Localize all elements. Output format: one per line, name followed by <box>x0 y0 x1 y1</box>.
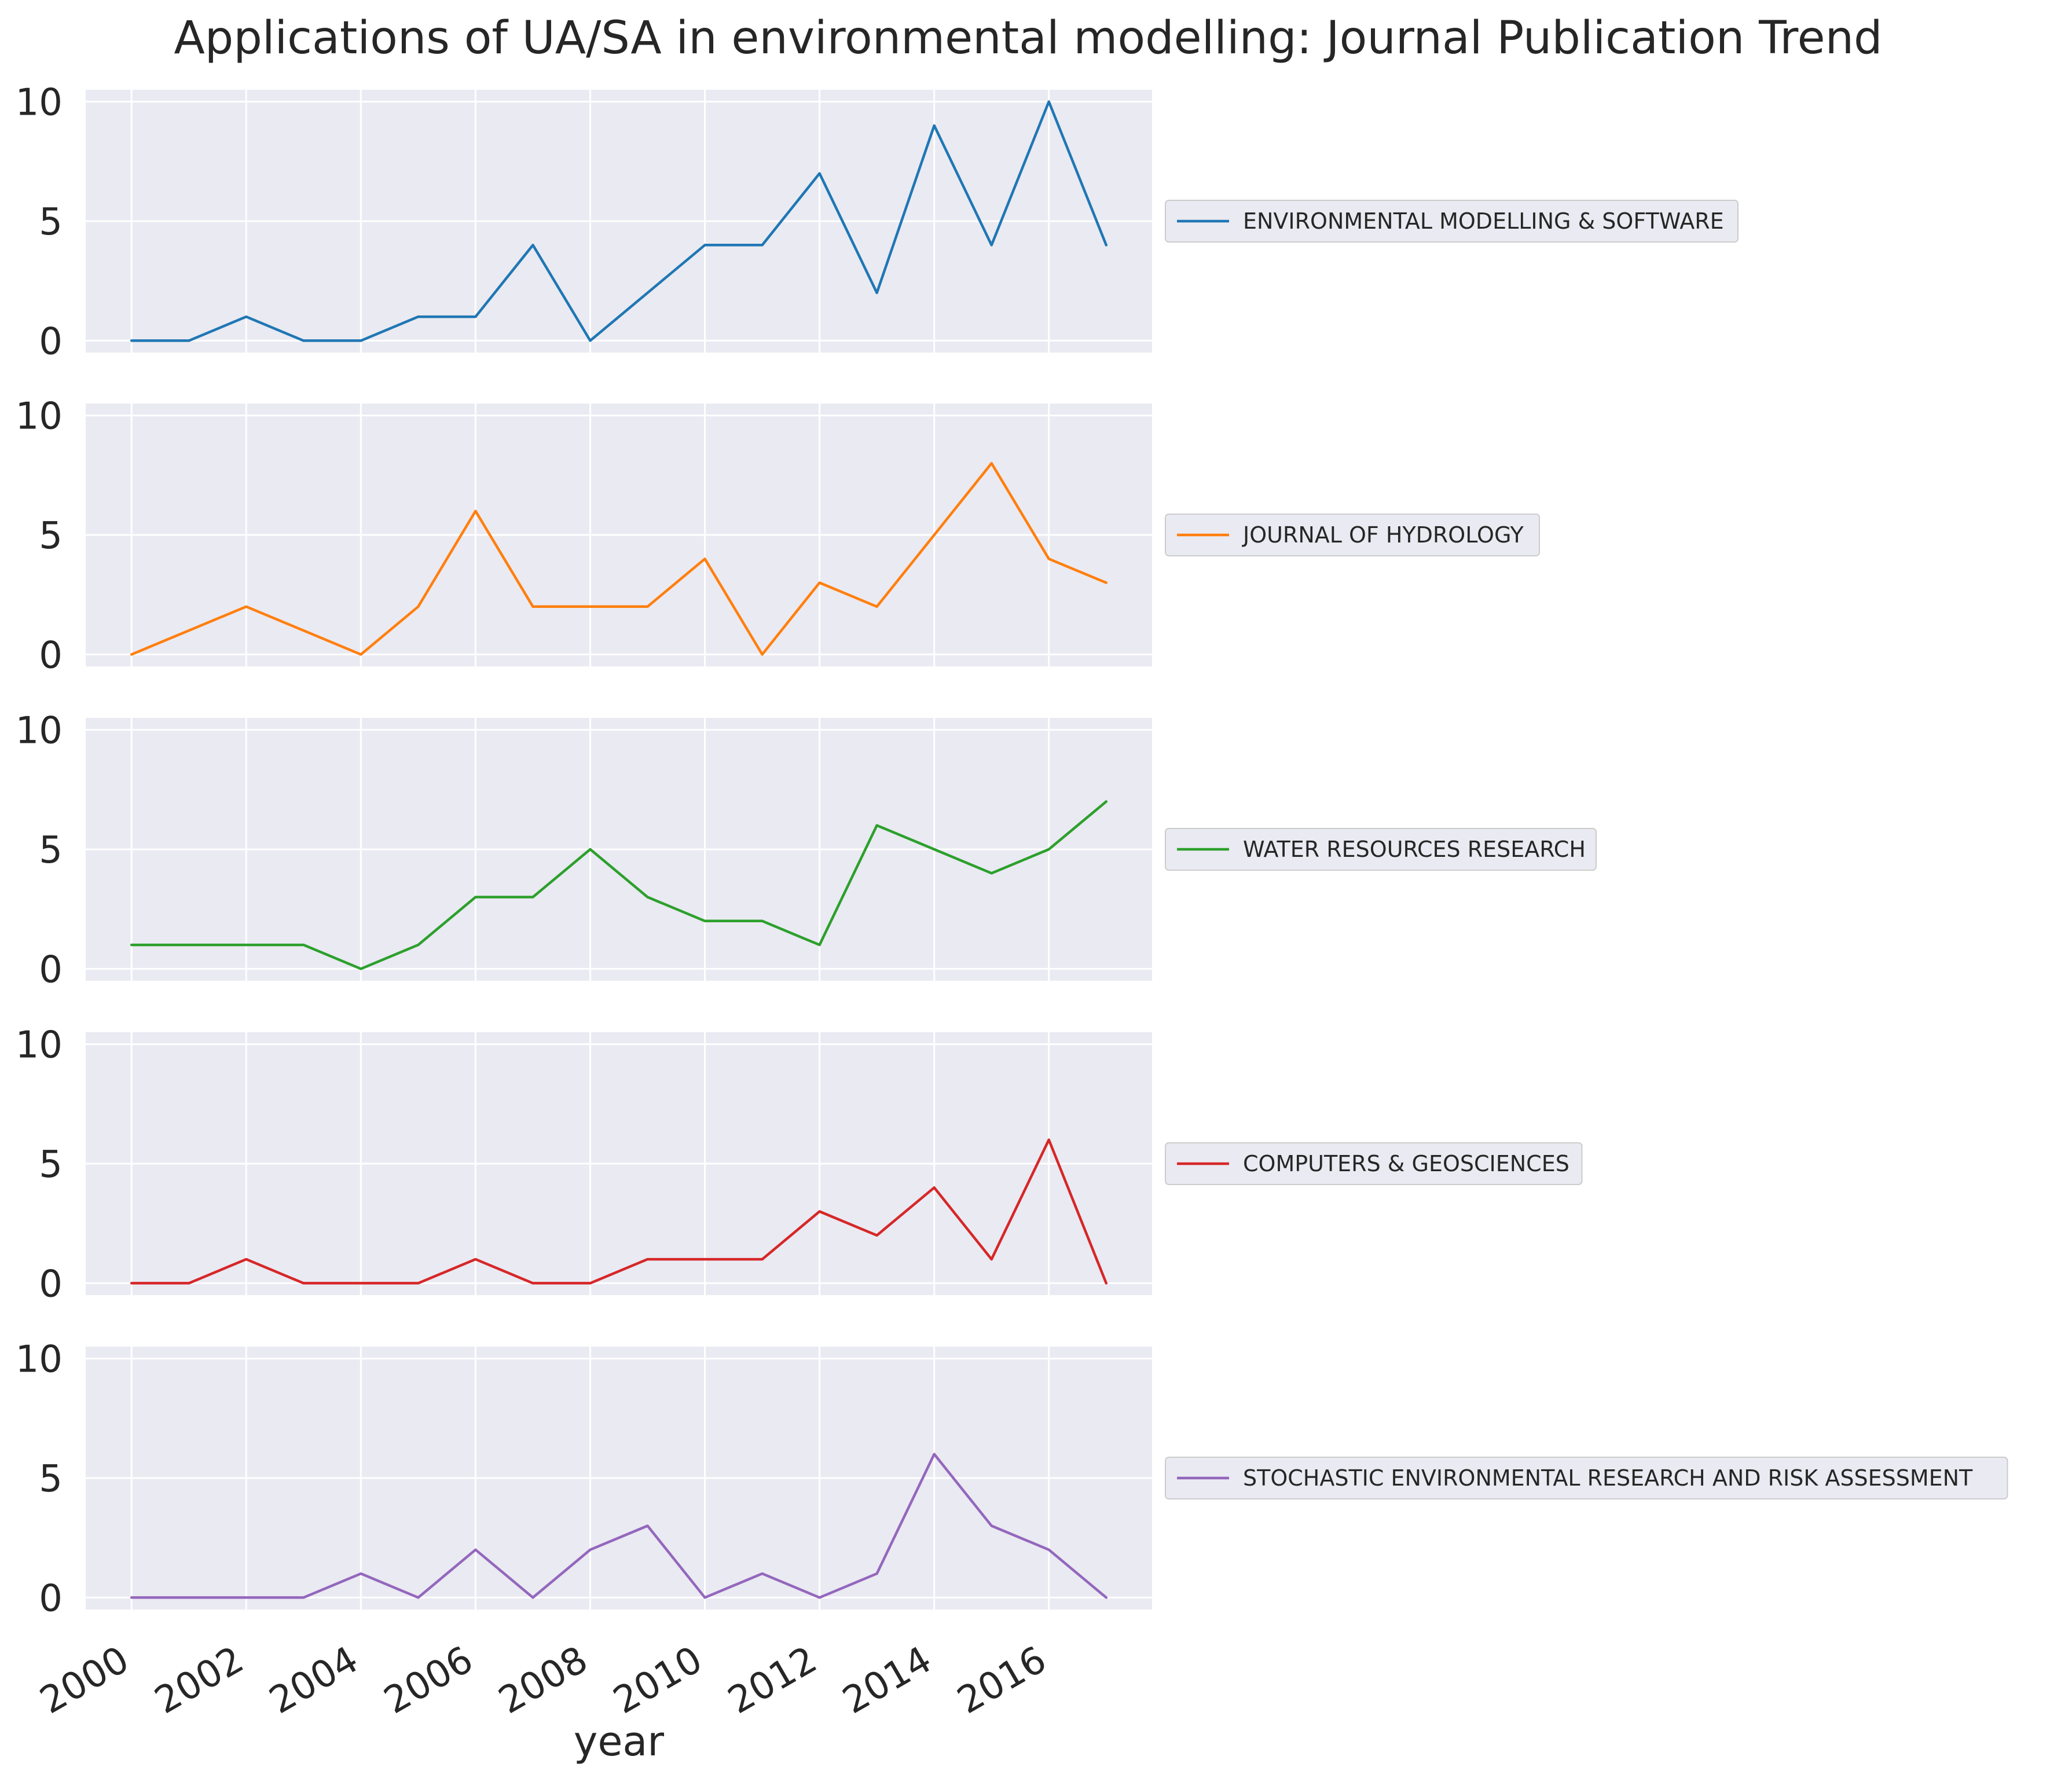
legend-label: COMPUTERS & GEOSCIENCES <box>1243 1151 1569 1176</box>
panel-4: 0 5 10 COMPUTERS & GEOSCIENCES <box>16 1024 1583 1306</box>
chart-title: Applications of UA/SA in environmental m… <box>174 12 1882 64</box>
legend: STOCHASTIC ENVIRONMENTAL RESEARCH AND RI… <box>1165 1457 2008 1499</box>
legend-label: STOCHASTIC ENVIRONMENTAL RESEARCH AND RI… <box>1243 1465 1973 1491</box>
y-tick-label: 10 <box>16 1024 63 1067</box>
panel-5: 0 5 10 STOCHASTIC ENVIRONMENTAL RESEARCH AN… <box>16 1339 2008 1620</box>
y-tick-label: 10 <box>16 82 63 124</box>
series-line <box>130 461 1108 656</box>
y-tick-label: 5 <box>39 201 63 244</box>
y-tick-label: 10 <box>16 395 63 438</box>
y-tick-label: 0 <box>39 320 63 363</box>
legend-box <box>1165 828 1597 871</box>
legend-box <box>1165 1142 1583 1185</box>
legend: WATER RESOURCES RESEARCH <box>1165 828 1597 871</box>
series-line <box>130 100 1108 342</box>
legend: JOURNAL OF HYDROLOGY <box>1165 514 1540 556</box>
panel-2: 0 5 10 JOURNAL OF HYDROLOGY <box>16 395 1540 677</box>
y-tick-label: 0 <box>39 1263 63 1306</box>
y-tick-label: 0 <box>39 948 63 991</box>
y-tick-label: 0 <box>39 1577 63 1620</box>
series-line <box>130 800 1108 970</box>
legend-label: JOURNAL OF HYDROLOGY <box>1242 522 1524 548</box>
y-tick-label: 10 <box>16 1339 63 1381</box>
panels: 0 5 10 ENVIRONMENTAL MODELLING & SOFTWARE 0 5… <box>16 82 2008 1620</box>
x-axis-label: year <box>574 1718 664 1765</box>
legend-label: WATER RESOURCES RESEARCH <box>1243 837 1586 862</box>
legend-box <box>1165 514 1540 556</box>
y-tick-label: 0 <box>39 634 63 677</box>
legend: ENVIRONMENTAL MODELLING & SOFTWARE <box>1165 200 1739 243</box>
legend-label: ENVIRONMENTAL MODELLING & SOFTWARE <box>1243 208 1724 234</box>
y-tick-label: 5 <box>39 1143 63 1186</box>
y-tick-label: 5 <box>39 1458 63 1501</box>
y-tick-label: 5 <box>39 515 63 558</box>
series-line <box>130 1138 1108 1285</box>
panel-3: 0 5 10 WATER RESOURCES RESEARCH <box>16 710 1597 991</box>
legend: COMPUTERS & GEOSCIENCES <box>1165 1142 1583 1185</box>
y-tick-label: 5 <box>39 829 63 872</box>
panel-1: 0 5 10 ENVIRONMENTAL MODELLING & SOFTWARE <box>16 82 1739 363</box>
y-tick-label: 10 <box>16 710 63 753</box>
legend-box <box>1165 1457 2008 1499</box>
legend-box <box>1165 200 1739 243</box>
series-line <box>130 1453 1108 1599</box>
